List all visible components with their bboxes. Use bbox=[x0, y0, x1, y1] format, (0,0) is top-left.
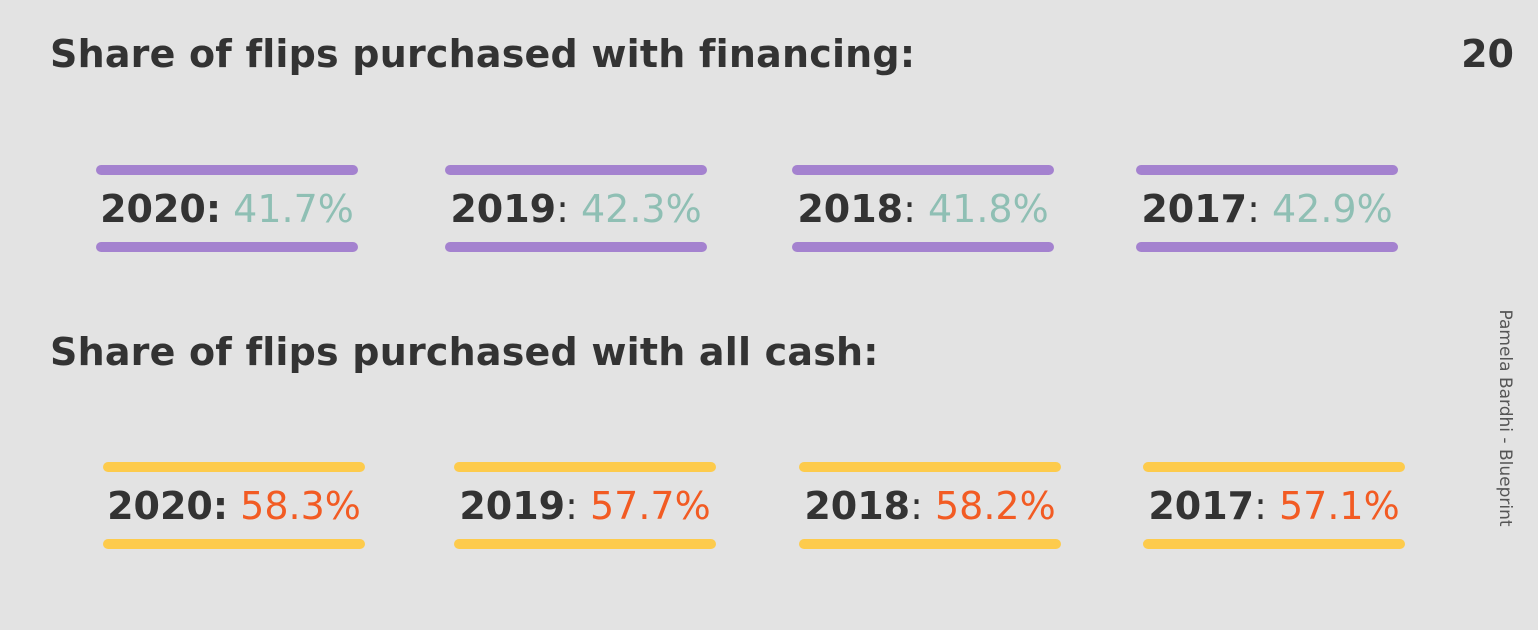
stat-value: 57.7% bbox=[577, 484, 711, 528]
cash-bar-bottom bbox=[1143, 539, 1405, 549]
stat-year: 2020 bbox=[107, 484, 213, 528]
cash-heading: Share of flips purchased with all cash: bbox=[50, 330, 879, 374]
financing-bar-bottom bbox=[1136, 242, 1398, 252]
stat-year: 2018 bbox=[804, 484, 911, 528]
stat-value: 57.1% bbox=[1266, 484, 1400, 528]
financing-stat-2018: 2018: 41.8% bbox=[792, 165, 1054, 253]
stat-value: 58.2% bbox=[922, 484, 1056, 528]
cash-stat-2020: 2020: 58.3% bbox=[103, 462, 365, 550]
stat-year: 2017 bbox=[1148, 484, 1255, 528]
stat-value: 42.9% bbox=[1259, 187, 1393, 231]
financing-bar-top bbox=[96, 165, 358, 175]
stat-colon: : bbox=[910, 484, 923, 528]
stat-colon: : bbox=[556, 187, 569, 231]
cash-stat-label: 2018: 58.2% bbox=[799, 484, 1061, 528]
stat-year: 2018 bbox=[797, 187, 904, 231]
cash-stat-label: 2017: 57.1% bbox=[1143, 484, 1405, 528]
financing-stat-2020: 2020: 41.7% bbox=[96, 165, 358, 253]
cash-bar-top bbox=[103, 462, 365, 472]
financing-bar-top bbox=[792, 165, 1054, 175]
cash-stat-2017: 2017: 57.1% bbox=[1143, 462, 1405, 550]
stat-value: 41.8% bbox=[915, 187, 1049, 231]
financing-stat-label: 2018: 41.8% bbox=[792, 187, 1054, 231]
stat-year: 2019 bbox=[459, 484, 566, 528]
cash-bar-bottom bbox=[454, 539, 716, 549]
financing-bar-bottom bbox=[445, 242, 707, 252]
stat-colon: : bbox=[1247, 187, 1260, 231]
cash-stat-2018: 2018: 58.2% bbox=[799, 462, 1061, 550]
stat-year: 2020 bbox=[100, 187, 206, 231]
stat-value: 41.7% bbox=[221, 187, 354, 231]
page-number: 20 bbox=[1461, 32, 1514, 76]
financing-bar-top bbox=[1136, 165, 1398, 175]
financing-bar-top bbox=[445, 165, 707, 175]
cash-stat-label: 2020: 58.3% bbox=[103, 484, 365, 528]
credit-text: Pamela Bardhi - Blueprint bbox=[1495, 309, 1515, 527]
stat-colon: : bbox=[205, 187, 222, 231]
cash-bar-bottom bbox=[103, 539, 365, 549]
financing-stat-label: 2019: 42.3% bbox=[445, 187, 707, 231]
cash-bar-top bbox=[454, 462, 716, 472]
stat-colon: : bbox=[903, 187, 916, 231]
financing-bar-bottom bbox=[96, 242, 358, 252]
stat-colon: : bbox=[565, 484, 578, 528]
cash-bar-top bbox=[799, 462, 1061, 472]
cash-stat-label: 2019: 57.7% bbox=[454, 484, 716, 528]
stat-year: 2019 bbox=[450, 187, 557, 231]
stat-year: 2017 bbox=[1141, 187, 1248, 231]
stat-value: 58.3% bbox=[228, 484, 361, 528]
cash-stat-2019: 2019: 57.7% bbox=[454, 462, 716, 550]
financing-heading: Share of flips purchased with financing: bbox=[50, 32, 916, 76]
financing-stat-label: 2020: 41.7% bbox=[96, 187, 358, 231]
cash-bar-bottom bbox=[799, 539, 1061, 549]
financing-stat-2019: 2019: 42.3% bbox=[445, 165, 707, 253]
cash-bar-top bbox=[1143, 462, 1405, 472]
financing-stat-label: 2017: 42.9% bbox=[1136, 187, 1398, 231]
stat-colon: : bbox=[212, 484, 229, 528]
financing-stat-2017: 2017: 42.9% bbox=[1136, 165, 1398, 253]
stat-colon: : bbox=[1254, 484, 1267, 528]
stat-value: 42.3% bbox=[568, 187, 702, 231]
financing-bar-bottom bbox=[792, 242, 1054, 252]
